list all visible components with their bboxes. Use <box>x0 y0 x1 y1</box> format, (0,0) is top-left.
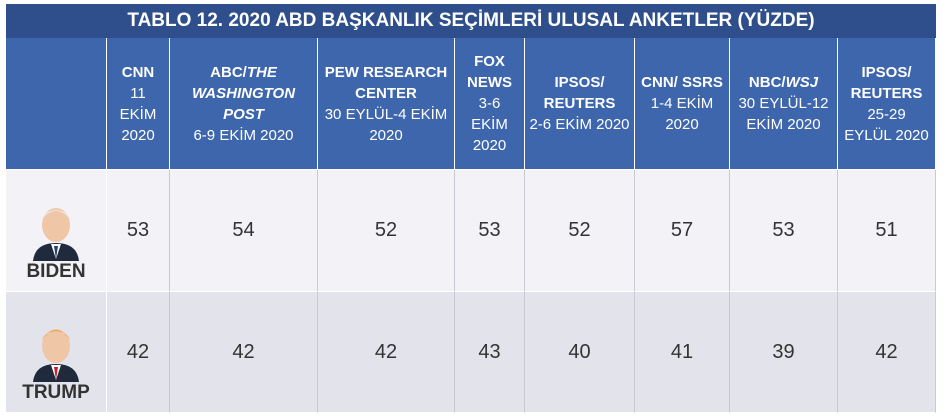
column-date: 30 EYLÜL-12 EKİM 2020 <box>734 93 833 135</box>
column-date: 6-9 EKİM 2020 <box>193 125 293 146</box>
column-name: CNN/ SSRS <box>641 72 723 93</box>
value-cell: 53 <box>730 170 838 292</box>
value-cell: 39 <box>730 292 838 413</box>
name-part: CNN <box>122 64 155 81</box>
value-cell: 52 <box>525 170 635 292</box>
value-cell: 42 <box>170 292 318 413</box>
column-date: 1-4 EKİM 2020 <box>639 93 725 135</box>
column-header: CNN 11 EKİM 2020 <box>107 38 170 170</box>
value-cell: 41 <box>635 292 730 413</box>
value-cell: 57 <box>635 170 730 292</box>
name-part: FOX NEWS <box>467 53 512 91</box>
name-part: IPSOS/ REUTERS <box>544 74 616 112</box>
name-part: PEW RESEARCH CENTER <box>325 64 448 102</box>
column-name: PEW RESEARCH CENTER <box>322 62 450 104</box>
value-cell: 42 <box>107 292 170 413</box>
column-name: CNN <box>122 62 155 83</box>
value-cell: 54 <box>170 170 318 292</box>
value-cell: 42 <box>318 292 455 413</box>
column-name: NBC/WSJ <box>749 72 818 93</box>
column-name: ABC/THE WASHINGTON POST <box>174 62 313 125</box>
column-name: FOX NEWS <box>459 51 520 93</box>
column-date: 3-6 EKİM 2020 <box>459 93 520 156</box>
value-cell: 43 <box>455 292 525 413</box>
column-date: 30 EYLÜL-4 EKİM 2020 <box>322 104 450 146</box>
name-part: WSJ <box>786 74 819 91</box>
column-name: IPSOS/ REUTERS <box>842 62 931 104</box>
name-part: IPSOS/ REUTERS <box>851 64 923 102</box>
candidate-photo <box>31 201 81 261</box>
candidate-name: BIDEN <box>26 261 85 283</box>
value-cell: 51 <box>838 170 936 292</box>
candidate-photo <box>31 322 81 382</box>
column-header: CNN/ SSRS 1-4 EKİM 2020 <box>635 38 730 170</box>
column-date: 11 EKİM 2020 <box>111 83 165 146</box>
column-date: 25-29 EYLÜL 2020 <box>842 104 931 146</box>
value-cell: 40 <box>525 292 635 413</box>
candidate-name: TRUMP <box>22 382 90 404</box>
column-name: IPSOS/ REUTERS <box>529 72 630 114</box>
value-cell: 52 <box>318 170 455 292</box>
name-part: ABC/ <box>210 64 247 81</box>
name-part: CNN/ SSRS <box>641 74 723 91</box>
value-cell: 53 <box>107 170 170 292</box>
value-cell: 42 <box>838 292 936 413</box>
value-cell: 53 <box>455 170 525 292</box>
candidate-cell: TRUMP <box>6 292 107 413</box>
column-date: 2-6 EKİM 2020 <box>529 114 629 135</box>
header-corner <box>6 38 107 170</box>
name-part: NBC/ <box>749 74 786 91</box>
candidate-cell: BIDEN <box>6 170 107 292</box>
page: TABLO 12. 2020 ABD BAŞKANLIK SEÇİMLERİ U… <box>0 0 948 419</box>
table-title: TABLO 12. 2020 ABD BAŞKANLIK SEÇİMLERİ U… <box>6 4 936 38</box>
